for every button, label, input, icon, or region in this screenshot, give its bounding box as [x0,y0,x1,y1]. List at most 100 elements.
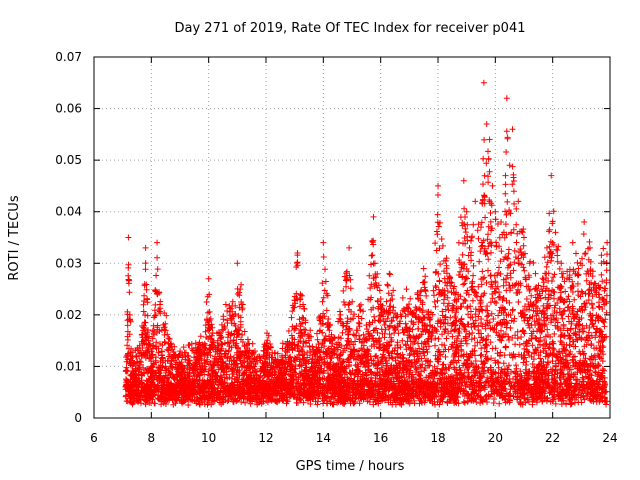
data-point [326,322,333,329]
data-point [331,347,338,354]
data-point [466,244,473,251]
data-point [306,337,312,344]
data-point [452,291,459,298]
data-point [320,239,327,246]
x-tick-label: 22 [545,431,560,445]
data-point [506,162,513,169]
x-tick-label: 24 [602,431,617,445]
data-point [435,182,441,189]
data-point [131,368,138,375]
data-point [503,95,510,102]
data-point [222,301,229,308]
data-point [280,358,287,365]
data-point [154,239,161,246]
data-point [346,244,353,251]
data-point [521,234,527,241]
x-tick-label: 8 [148,431,156,445]
data-point [460,177,467,184]
y-tick-label: 0.02 [55,308,82,322]
data-point [598,260,605,267]
data-point [351,332,358,339]
data-point [142,244,149,251]
data-point [168,358,175,365]
data-point [489,182,496,189]
data-point [145,337,152,344]
data-point [492,208,499,215]
data-point [472,198,479,205]
data-point [486,136,493,143]
data-point [297,291,304,298]
data-point [581,219,588,226]
data-point [156,301,163,308]
data-point [357,306,364,313]
data-point [548,172,555,179]
data-point [386,270,393,277]
data-point [371,260,378,267]
data-point [564,275,570,282]
x-tick-label: 20 [488,431,503,445]
data-point [234,260,241,267]
y-tick-label: 0.05 [55,153,82,167]
y-axis-label: ROTI / TECUs [7,195,22,280]
data-point [126,311,133,318]
y-tick-label: 0.03 [55,256,82,270]
data-point [526,260,533,267]
data-point [483,121,490,128]
data-point [162,327,169,334]
data-point [194,363,201,370]
data-point [248,363,255,370]
data-point [211,358,218,365]
x-tick-label: 10 [201,431,216,445]
x-tick-label: 16 [373,431,388,445]
data-point [202,322,209,329]
data-point [426,317,433,324]
data-point [271,368,278,375]
data-point [122,384,129,391]
data-point [478,224,484,231]
data-point [543,244,550,251]
data-point [237,286,244,293]
x-tick-label: 6 [90,431,98,445]
data-point [586,244,593,251]
chart-title: Day 271 of 2019, Rate Of TEC Index for r… [175,21,526,36]
data-point [604,239,611,246]
data-point [337,311,344,318]
axis-ticks [93,56,611,419]
plot-frame [93,56,611,419]
data-point [394,322,401,329]
data-point [294,249,301,256]
y-tick-label: 0.01 [55,359,82,373]
data-point [257,373,264,380]
data-point [569,239,576,246]
point-cloud [122,128,610,408]
data-point [205,275,212,282]
x-axis-label: GPS time / hours [296,459,405,474]
data-point [242,347,249,354]
data-point [500,229,507,236]
y-tick-labels: 0 0.01 0.02 0.03 0.04 0.05 0.06 0.07 [55,50,82,425]
data-point [136,358,143,365]
data-point [509,126,516,133]
data-point [125,234,132,241]
point-cloud-markers [122,128,610,408]
data-point [263,342,269,349]
data-point [377,301,384,308]
data-point [217,332,224,339]
x-tick-labels: 6 8 10 12 14 16 18 20 22 24 [90,431,617,445]
data-point [185,353,192,360]
x-tick-label: 14 [316,431,331,445]
data-point [575,265,582,272]
data-point [463,208,470,215]
data-point [480,79,487,86]
data-point [403,286,410,293]
data-point [498,219,505,226]
data-point [288,332,295,339]
data-point [177,368,183,375]
x-tick-label: 18 [430,431,445,445]
data-point [558,260,565,267]
data-point [148,373,155,380]
data-point [412,311,419,318]
data-point [208,342,215,349]
data-point [370,213,377,220]
data-point [314,353,321,360]
